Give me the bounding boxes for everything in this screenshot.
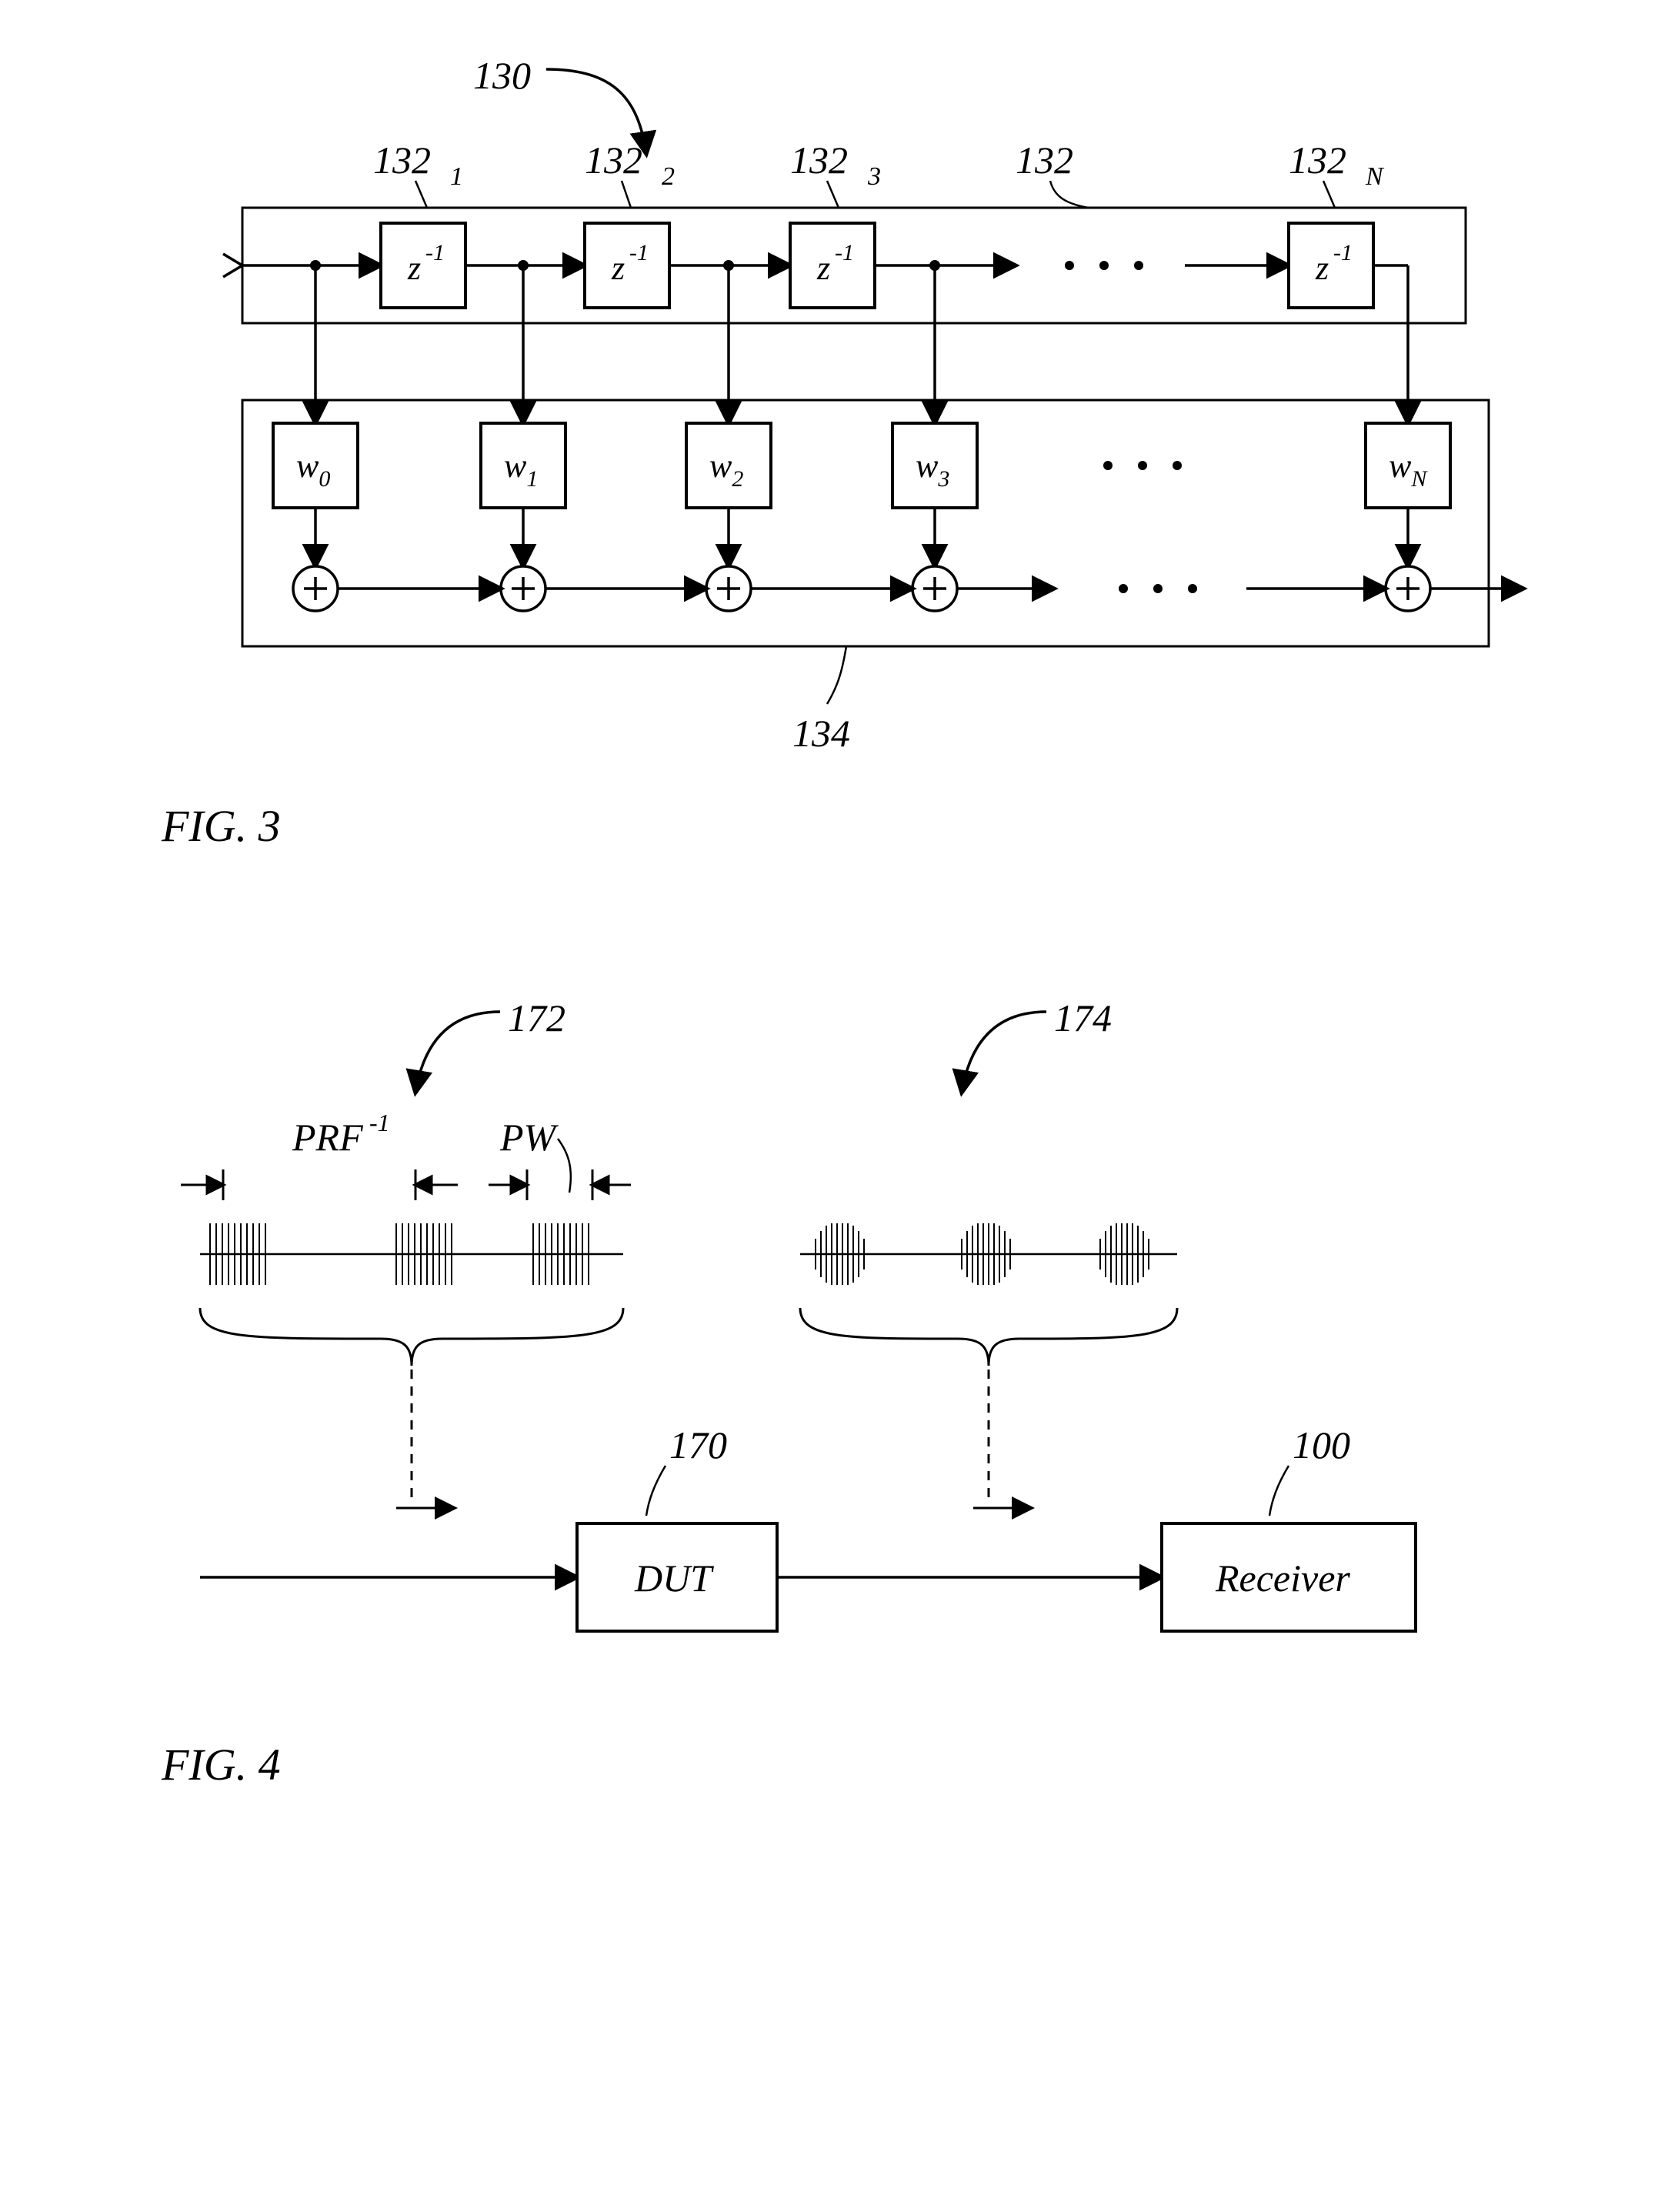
fig4-ref-170-leader xyxy=(646,1466,666,1516)
svg-text:z: z xyxy=(611,249,625,287)
fig3-weight-boxes: w0 w1 w2 w3 wN xyxy=(273,423,1450,508)
fig4-output-waveform xyxy=(800,1223,1177,1285)
svg-text:132: 132 xyxy=(585,138,642,182)
fig3-sum-container xyxy=(242,400,1489,646)
svg-text:-1: -1 xyxy=(425,240,445,265)
fig4-ref-172: 172 xyxy=(508,996,565,1039)
svg-text:z: z xyxy=(1315,249,1329,287)
fig4-ref-172-arrow xyxy=(415,1012,500,1093)
fig4-pw-label: PW xyxy=(499,1116,559,1159)
svg-text:-1: -1 xyxy=(835,240,854,265)
svg-text:2: 2 xyxy=(662,162,675,191)
fig3-ref-134: 134 xyxy=(792,712,850,755)
fig4-ref-174: 174 xyxy=(1054,996,1112,1039)
fig3-input-port xyxy=(223,254,242,277)
fig4-ref-100-leader xyxy=(1269,1466,1289,1516)
svg-text:132: 132 xyxy=(1289,138,1346,182)
fig4-prf-dim xyxy=(181,1169,458,1200)
fig4-svg: 172 174 PRF -1 PW xyxy=(46,969,1612,1816)
fig4-ref-174-arrow xyxy=(962,1012,1046,1093)
svg-text:3: 3 xyxy=(867,162,881,191)
fig4-prf-sup: -1 xyxy=(369,1109,390,1136)
fig3-ref-134-leader xyxy=(827,646,846,704)
fig4-pw-dim xyxy=(489,1169,631,1200)
svg-text:N: N xyxy=(1365,162,1385,191)
fig4-ref-100: 100 xyxy=(1293,1423,1350,1466)
fig4-input-waveform xyxy=(200,1223,623,1285)
fig3-weight-to-adder xyxy=(315,508,1408,566)
fig4-dut-text: DUT xyxy=(634,1556,714,1600)
svg-text:1: 1 xyxy=(450,162,463,191)
fig4-label: FIG. 4 xyxy=(162,1739,281,1790)
fig4-brace-out xyxy=(800,1308,1177,1366)
fig4-pw-leader xyxy=(558,1139,571,1193)
page: 130 132 1 132 2 132 3 132 132 N z -1 z -… xyxy=(46,46,1612,2166)
fig4-brace-in xyxy=(200,1308,623,1366)
fig3-delay-boxes: z -1 z -1 z -1 z -1 xyxy=(242,223,1408,308)
fig3-label: FIG. 3 xyxy=(162,800,281,852)
svg-text:z: z xyxy=(407,249,421,287)
svg-text:-1: -1 xyxy=(1333,240,1353,265)
svg-text:-1: -1 xyxy=(629,240,649,265)
fig3-ref-132: 132 xyxy=(1016,138,1073,182)
fig4-ref-170: 170 xyxy=(669,1423,727,1466)
fig3-svg: 130 132 1 132 2 132 3 132 132 N z -1 z -… xyxy=(46,46,1612,816)
fig4-prf-label: PRF xyxy=(292,1116,363,1159)
fig3-delay-refs: 132 1 132 2 132 3 132 132 N xyxy=(373,138,1385,191)
fig4-rx-text: Receiver xyxy=(1215,1556,1350,1600)
svg-text:132: 132 xyxy=(790,138,848,182)
svg-text:z: z xyxy=(816,249,830,287)
svg-text:132: 132 xyxy=(373,138,431,182)
fig3-ref-130: 130 xyxy=(473,54,531,97)
